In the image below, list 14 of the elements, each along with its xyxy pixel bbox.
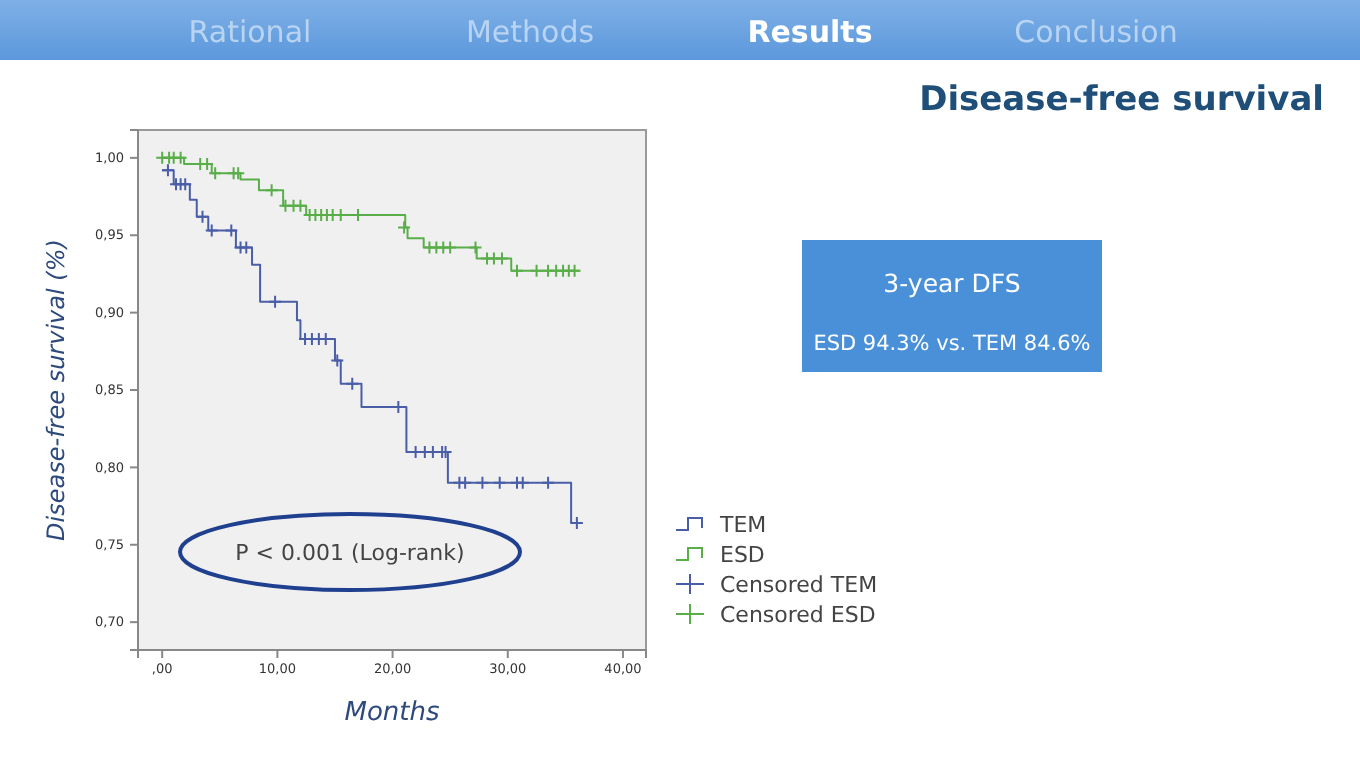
legend-label: ESD <box>720 542 765 568</box>
text: ESD 94.3% vs. TEM 84.6% <box>813 332 1091 356</box>
legend-label: Censored TEM <box>720 572 878 598</box>
annotation: P < 0.001 (Log-rank) <box>235 540 465 566</box>
text: Results <box>747 14 873 50</box>
legend-label: TEM <box>718 512 767 538</box>
text: Conclusion <box>1014 14 1178 50</box>
legend-label: Censored ESD <box>720 602 876 628</box>
y-axis-title: Disease-free survival (%) <box>42 239 70 541</box>
text: 3-year DFS <box>883 268 1021 298</box>
text: Disease-free survival <box>919 80 1324 120</box>
text: Methods <box>465 14 595 50</box>
text: Rational <box>188 14 312 50</box>
x-axis-title: Months <box>344 698 440 728</box>
